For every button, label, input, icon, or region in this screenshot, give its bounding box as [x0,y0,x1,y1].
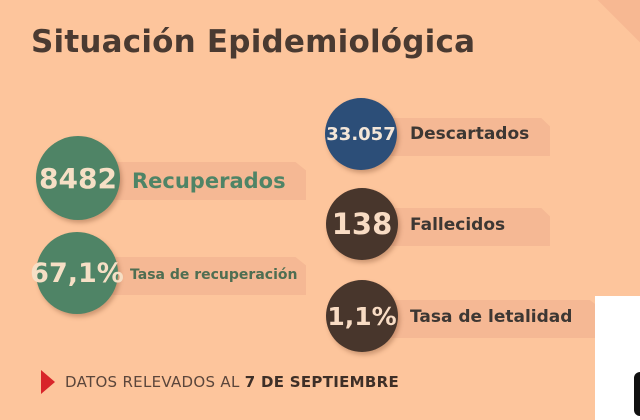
video-overlay [595,296,640,420]
fallecidos-value: 138 [326,188,398,260]
recuperados-value: 8482 [36,136,120,220]
recuperados-label: Recuperados [132,169,286,193]
label-band [376,208,550,246]
page-title: Situación Epidemiológica [31,24,476,60]
tasa-recuperacion-value: 67,1% [30,232,124,314]
fallecidos-label: Fallecidos [410,215,506,235]
tasa-letalidad-value: 1,1% [326,280,398,352]
footer-date: 7 DE SEPTIEMBRE [244,373,400,391]
footer-prefix: DATOS RELEVADOS AL [65,373,245,391]
footer-note: DATOS RELEVADOS AL 7 DE SEPTIEMBRE [41,370,399,394]
red-triangle-icon [41,370,55,394]
label-band [96,162,306,200]
footer-text: DATOS RELEVADOS AL 7 DE SEPTIEMBRE [65,373,399,391]
descartados-value: 33.057 [325,98,397,170]
person-silhouette [634,372,640,416]
descartados-label: Descartados [410,124,530,144]
corner-decoration [597,0,640,43]
label-band [375,118,550,156]
tasa-letalidad-label: Tasa de letalidad [410,307,573,327]
label-band [96,257,306,295]
tasa-recuperacion-label: Tasa de recuperación [130,267,298,283]
label-band [376,300,601,338]
